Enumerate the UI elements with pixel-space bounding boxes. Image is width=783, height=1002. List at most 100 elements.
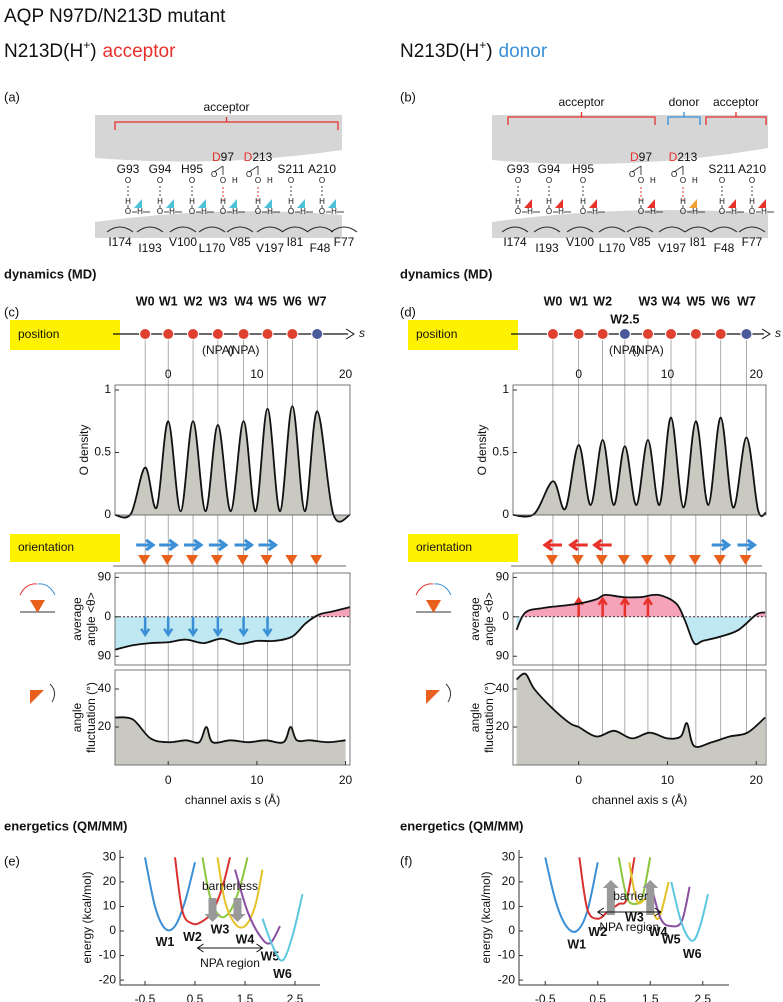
plot-frame bbox=[114, 572, 351, 666]
water-position bbox=[211, 328, 224, 340]
residue-label: H95 bbox=[181, 162, 203, 176]
series-label: W3 bbox=[211, 923, 230, 937]
energy-curve bbox=[216, 857, 264, 929]
residue-label: A210 bbox=[308, 162, 336, 176]
series-label: W4 bbox=[649, 925, 668, 939]
bond bbox=[548, 205, 571, 213]
orientation-arrow bbox=[234, 538, 255, 552]
npa-note: (NPA) bbox=[632, 343, 664, 357]
y-tick-label: 0 bbox=[109, 923, 116, 937]
y-tick-label: 30 bbox=[103, 850, 117, 864]
atom: O bbox=[680, 176, 686, 185]
water-label: W3 bbox=[208, 294, 227, 308]
region-label: NPA region bbox=[200, 956, 260, 970]
y-axis-label: angle <θ> bbox=[84, 592, 98, 645]
water-icon bbox=[640, 555, 653, 565]
bond bbox=[721, 205, 744, 213]
y-axis-label: angle <θ> bbox=[482, 592, 496, 645]
water-position bbox=[665, 328, 678, 340]
figure-title: AQP N97D/N213D mutant bbox=[4, 6, 226, 27]
area-fill bbox=[115, 406, 350, 522]
y-axis-label: O density bbox=[475, 425, 489, 476]
energy-curve bbox=[234, 869, 281, 945]
atom: O bbox=[515, 176, 521, 185]
water-triangle bbox=[758, 199, 766, 208]
residue-letter: D bbox=[669, 150, 678, 164]
atom: H bbox=[331, 207, 337, 216]
water-label: W4 bbox=[234, 294, 253, 308]
residue-letter: D bbox=[244, 150, 253, 164]
section-label: energetics (QM/MM) bbox=[4, 818, 128, 833]
x-tick-label: 2.5 bbox=[694, 992, 711, 1002]
residue-arc bbox=[256, 226, 284, 233]
bond bbox=[127, 205, 150, 213]
water-label: W6 bbox=[283, 294, 302, 308]
atom: H bbox=[220, 197, 226, 206]
y-tick-label: 0.5 bbox=[492, 445, 509, 459]
atom: O bbox=[749, 207, 755, 216]
atom: H bbox=[515, 197, 521, 206]
y-tick-label: 20 bbox=[98, 719, 112, 733]
x-tick-label: 10 bbox=[250, 367, 264, 381]
x-tick-label: 0 bbox=[165, 773, 172, 787]
x-tick-label: 0 bbox=[165, 367, 172, 381]
atom: O bbox=[211, 170, 217, 179]
data-line bbox=[515, 593, 766, 646]
water-icon bbox=[617, 555, 630, 565]
orientation-arrow bbox=[592, 538, 612, 552]
atom: O bbox=[680, 207, 686, 216]
residue-label: L170 bbox=[599, 241, 626, 255]
residue-label: D213 bbox=[669, 150, 698, 164]
residue-letter: D bbox=[630, 150, 639, 164]
x-tick-label: 0.5 bbox=[589, 992, 606, 1002]
npa-note: (NPA) bbox=[609, 343, 641, 357]
atom: H bbox=[189, 197, 195, 206]
atom: O bbox=[638, 176, 644, 185]
water-label: W6 bbox=[711, 294, 730, 308]
residue-label: D97 bbox=[630, 150, 652, 164]
bracket-label: donor bbox=[669, 95, 700, 109]
residue-arc bbox=[626, 226, 654, 233]
y-tick-label: -20 bbox=[498, 972, 516, 986]
axis-label: s bbox=[775, 326, 781, 340]
atom: O bbox=[246, 170, 252, 179]
water-triangle bbox=[689, 199, 697, 208]
mean-arrow bbox=[619, 596, 630, 617]
orientation-arrow bbox=[737, 538, 758, 552]
residue-arc bbox=[226, 226, 254, 233]
atom: O bbox=[749, 176, 755, 185]
section-label: dynamics (MD) bbox=[400, 266, 492, 281]
residue-label: F77 bbox=[742, 235, 763, 249]
column-heading: N213D(H+) acceptor bbox=[4, 38, 176, 62]
residue-label: G94 bbox=[149, 162, 172, 176]
residue-label: G93 bbox=[507, 162, 530, 176]
panel-label: (e) bbox=[4, 853, 20, 868]
bracket-label: acceptor bbox=[713, 95, 759, 109]
axes bbox=[518, 850, 729, 986]
water-triangle bbox=[589, 199, 597, 208]
orientation-icon bbox=[19, 583, 452, 704]
membrane-band bbox=[95, 211, 342, 238]
residue-label: A210 bbox=[738, 162, 766, 176]
residue-arc bbox=[658, 226, 686, 233]
water-label: W7 bbox=[308, 294, 327, 308]
area-fill bbox=[513, 417, 766, 517]
residue-label: V85 bbox=[229, 235, 251, 249]
atom: O bbox=[255, 207, 261, 216]
data-line bbox=[515, 672, 766, 748]
npa-note: (NPA) bbox=[228, 343, 260, 357]
atom: H bbox=[232, 176, 238, 185]
residue-number: 213 bbox=[252, 150, 272, 164]
residue-arc bbox=[598, 226, 626, 233]
series-label: W3 bbox=[625, 910, 644, 924]
membrane-band bbox=[492, 209, 768, 238]
panel-label: (f) bbox=[400, 853, 412, 868]
atom: H bbox=[680, 197, 686, 206]
energy-curve bbox=[144, 857, 196, 932]
residue-arc bbox=[566, 226, 594, 233]
water-position bbox=[162, 328, 175, 340]
orientation-arrow bbox=[184, 538, 204, 552]
water-triangle bbox=[166, 199, 174, 208]
badge-label: orientation bbox=[18, 540, 74, 554]
x-tick-label: 10 bbox=[250, 773, 264, 787]
